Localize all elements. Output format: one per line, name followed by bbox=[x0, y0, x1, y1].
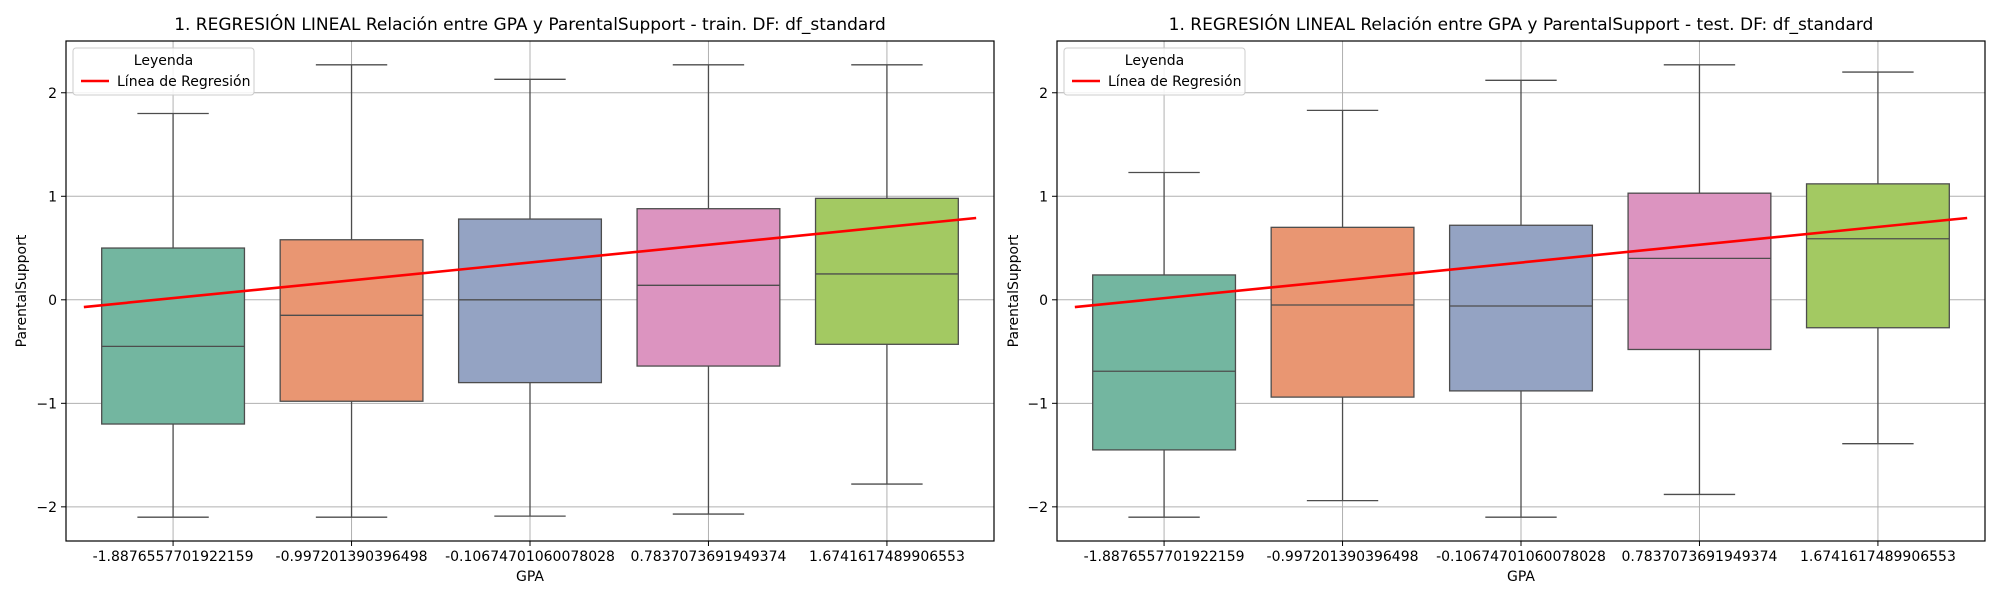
x-tick-label: -0.997201390396498 bbox=[1267, 549, 1419, 565]
chart-panel-train: −2 −1 0 1 2 -1.8876557701922159 -0.99720139039… bbox=[14, 13, 995, 585]
box-body bbox=[457, 218, 603, 384]
chart-title: 1. REGRESIÓN LINEAL Relación entre GPA y… bbox=[1169, 13, 1874, 35]
box-1 bbox=[1092, 171, 1237, 518]
legend-entry: Línea de Regresión bbox=[1108, 74, 1241, 90]
box-3 bbox=[1448, 79, 1594, 518]
box-1 bbox=[101, 112, 246, 518]
box-5 bbox=[814, 64, 959, 485]
x-tick-label: 0.7837073691949374 bbox=[1622, 549, 1778, 565]
y-tick-label: 0 bbox=[1039, 293, 1048, 309]
y-tick-label: 2 bbox=[1039, 86, 1048, 102]
y-axis-label: ParentalSupport bbox=[14, 234, 30, 347]
box-body bbox=[1092, 274, 1237, 451]
box-body bbox=[1448, 224, 1594, 392]
chart-panel-test: −2 −1 0 1 2 -1.8876557701922159 -0.99720139039… bbox=[1006, 13, 1986, 585]
x-axis-label: GPA bbox=[1507, 569, 1535, 585]
x-tick-label: -0.997201390396498 bbox=[276, 549, 428, 565]
y-tick-label: −2 bbox=[1027, 500, 1048, 516]
legend-entry: Línea de Regresión bbox=[117, 74, 250, 90]
y-tick-label: −1 bbox=[36, 396, 57, 412]
legend-title: Leyenda bbox=[134, 53, 193, 69]
box-2 bbox=[1270, 109, 1415, 502]
regression-line bbox=[1074, 216, 1968, 309]
y-tick-label: 1 bbox=[48, 189, 57, 205]
box-4 bbox=[1627, 64, 1772, 496]
y-tick-label: 2 bbox=[48, 86, 57, 102]
chart-title: 1. REGRESIÓN LINEAL Relación entre GPA y… bbox=[174, 13, 886, 35]
y-tick-label: 0 bbox=[48, 293, 57, 309]
box-body bbox=[1270, 226, 1415, 398]
x-tick-label: 1.6741617489906553 bbox=[1800, 549, 1956, 565]
y-tick-label: −2 bbox=[36, 500, 57, 516]
legend-frame bbox=[72, 47, 255, 96]
x-tick-label: 1.6741617489906553 bbox=[809, 549, 965, 565]
legend: Leyenda Línea de Regresión bbox=[72, 47, 255, 96]
box-body bbox=[101, 247, 246, 425]
x-axis-label: GPA bbox=[516, 569, 544, 585]
x-tick-label: -0.10674701060078028 bbox=[445, 549, 615, 565]
box-body bbox=[1805, 183, 1950, 329]
box-3 bbox=[457, 78, 603, 517]
legend: Leyenda Línea de Regresión bbox=[1063, 47, 1246, 96]
box-body bbox=[1627, 192, 1772, 351]
legend-frame bbox=[1063, 47, 1246, 96]
x-tick-label: -0.10674701060078028 bbox=[1436, 549, 1606, 565]
box-body bbox=[814, 197, 959, 345]
legend-title: Leyenda bbox=[1125, 53, 1184, 69]
x-tick-label: -1.8876557701922159 bbox=[93, 549, 254, 565]
box-4 bbox=[636, 64, 781, 515]
x-tick-label: -1.8876557701922159 bbox=[1084, 549, 1245, 565]
box-body bbox=[279, 239, 424, 402]
y-tick-label: −1 bbox=[1027, 396, 1048, 412]
x-tick-label: 0.7837073691949374 bbox=[631, 549, 787, 565]
box-2 bbox=[279, 64, 424, 518]
y-axis-label: ParentalSupport bbox=[1006, 234, 1022, 347]
regression-line bbox=[83, 216, 977, 309]
box-5 bbox=[1805, 71, 1950, 445]
y-tick-label: 1 bbox=[1039, 189, 1048, 205]
box-body bbox=[636, 208, 781, 367]
